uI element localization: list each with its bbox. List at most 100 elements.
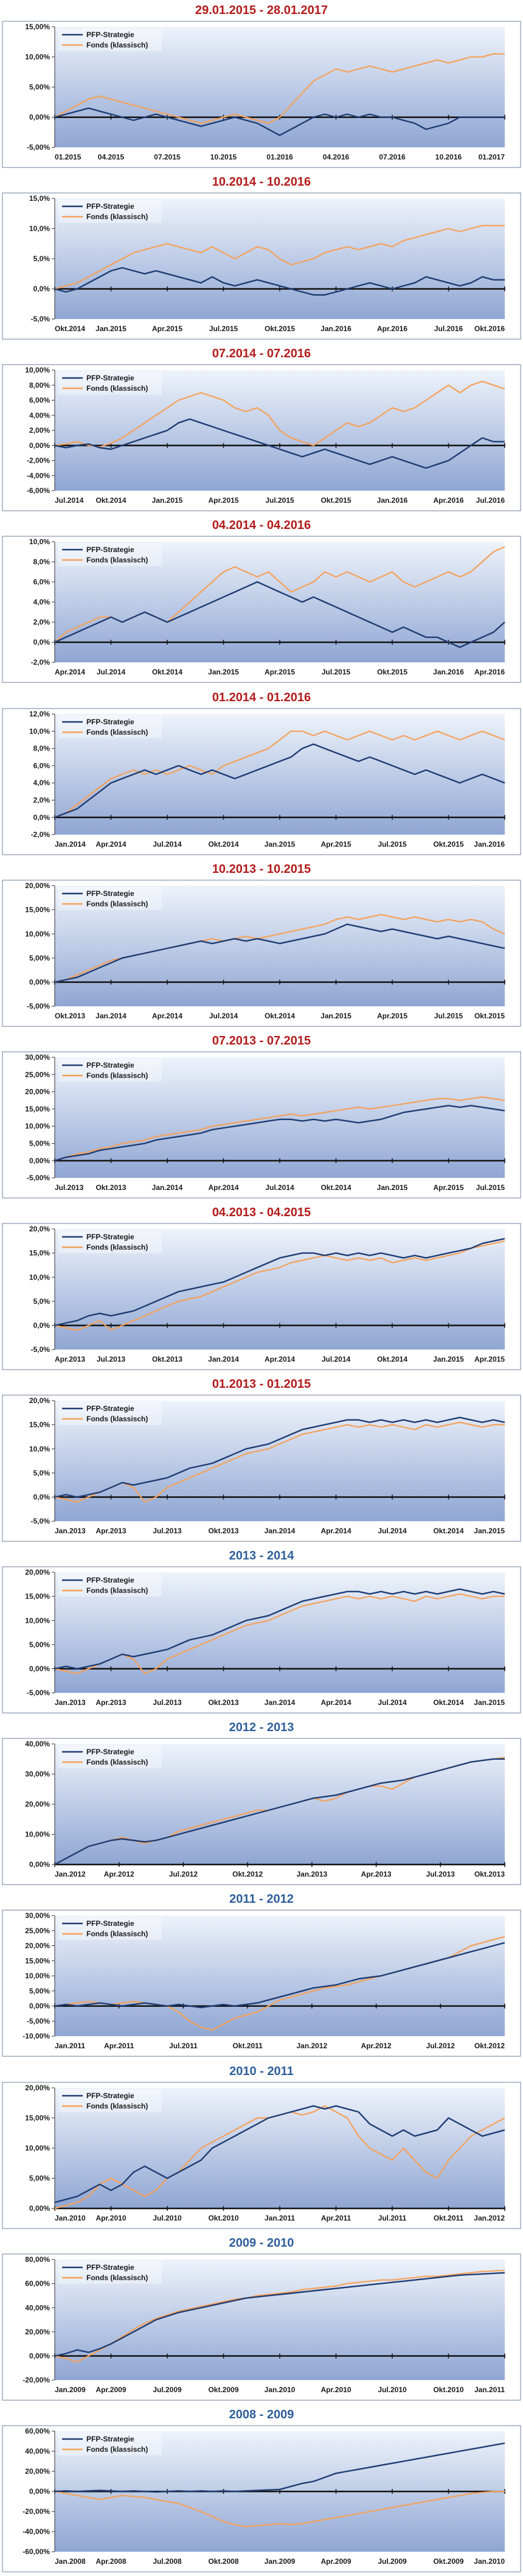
- chart-block: 07.2013 - 07.2015 30,00% 25,00% 20,00% 15,00…: [0, 1031, 523, 1202]
- legend-box: [58, 371, 162, 395]
- y-tick-label: 10,00%: [25, 53, 50, 61]
- x-tick-label: Jul.2015: [476, 1183, 505, 1192]
- x-tick-label: Okt.2011: [434, 2214, 464, 2222]
- y-tick-label: 20,00%: [25, 881, 50, 890]
- x-tick-label: Apr.2010: [95, 2214, 126, 2222]
- y-tick-label: 2,0%: [33, 796, 50, 804]
- x-tick-label: Jul.2014: [97, 668, 126, 677]
- x-tick-label: Jul.2014: [55, 496, 84, 505]
- x-tick-label: Okt.2015: [474, 1012, 505, 1020]
- line-chart: 15,00% 10,00% 5,00% 0,00% -5,00% 01.2015 04.20…: [2, 21, 521, 168]
- plot-area: [55, 1057, 505, 1178]
- y-tick-label: 10,0%: [29, 537, 50, 546]
- series-line-pfp-strategie: [54, 581, 505, 648]
- series-line-pfp-strategie: [54, 107, 505, 136]
- y-tick-label: 8,0%: [33, 558, 50, 566]
- chart-title: 2010 - 2011: [229, 2064, 294, 2078]
- x-tick-label: Jul.2011: [378, 2214, 407, 2222]
- y-tick-label: 30,00%: [25, 1053, 50, 1062]
- x-tick-label: Apr.2011: [321, 2214, 352, 2222]
- y-tick-label: -4,00%: [27, 472, 50, 480]
- x-tick-label: 07.2016: [379, 153, 406, 161]
- y-tick-label: 10,00%: [25, 1616, 50, 1625]
- line-chart: 30,00% 25,00% 20,00% 15,00% 10,00% 5,00% 0,00%…: [2, 1051, 521, 1199]
- chart-block: 29.01.2015 - 28.01.2017 15,00% 10,00% 5,00%…: [0, 0, 523, 172]
- chart-title: 07.2014 - 07.2016: [212, 347, 311, 361]
- y-tick-label: -2,00%: [27, 457, 50, 465]
- y-tick-label: 0,0%: [33, 813, 50, 821]
- series-line-fonds-klassisch: [54, 225, 505, 290]
- y-tick-label: 0,00%: [29, 2487, 50, 2496]
- plot-area: [55, 27, 505, 148]
- series-line-pfp-strategie: [54, 2442, 505, 2493]
- y-tick-label: 6,00%: [29, 396, 50, 405]
- chart-title: 2012 - 2013: [229, 1721, 294, 1735]
- x-tick-label: Okt.2008: [208, 2557, 238, 2566]
- x-tick-label: Apr.2014: [265, 1355, 295, 1363]
- y-tick-label: -5,0%: [31, 315, 50, 323]
- legend-label: PFP-Strategie: [86, 30, 134, 39]
- y-tick-label: 10,00%: [25, 929, 50, 938]
- series-line-pfp-strategie: [54, 1237, 505, 1326]
- y-tick-label: -5,0%: [31, 1345, 50, 1354]
- legend-label: Fonds (klassisch): [86, 1071, 148, 1080]
- y-tick-label: 10,0%: [29, 225, 50, 233]
- y-tick-label: 40,00%: [25, 1740, 50, 1748]
- x-tick-label: Okt.2014: [433, 1698, 463, 1707]
- chart-block: 2009 - 2010 80,00% 60,00% 40,00% 20,00% 0,00%…: [0, 2233, 523, 2404]
- legend-label: Fonds (klassisch): [86, 556, 148, 564]
- y-tick-label: 2,00%: [29, 426, 50, 435]
- x-tick-label: Okt.2010: [208, 2214, 238, 2222]
- y-tick-label: 4,00%: [29, 411, 50, 420]
- x-tick-label: Jan.2010: [474, 2557, 505, 2566]
- y-tick-label: 0,00%: [29, 1157, 50, 1165]
- legend-box: [58, 2260, 162, 2284]
- chart-block: 04.2014 - 04.2016 10,0% 8,0% 6,0% 4,0% 2,0% 0,…: [0, 515, 523, 687]
- line-chart: 12,0% 10,0% 8,0% 6,0% 4,0% 2,0% 0,0% -2,0% Jan.2…: [2, 708, 521, 855]
- x-tick-label: Apr.2008: [95, 2557, 126, 2566]
- x-tick-label: Okt.2013: [474, 1870, 505, 1878]
- x-tick-label: Okt.2009: [208, 2385, 238, 2394]
- x-tick-label: Jul.2009: [153, 2385, 182, 2394]
- y-tick-label: 8,0%: [33, 744, 50, 752]
- x-tick-label: Okt.2014: [208, 840, 238, 849]
- y-tick-label: 20,0%: [29, 1225, 50, 1233]
- x-tick-label: Jan.2009: [55, 2385, 86, 2394]
- legend-label: Fonds (klassisch): [86, 212, 148, 221]
- x-tick-label: Jan.2012: [296, 2042, 327, 2051]
- legend-label: Fonds (klassisch): [86, 2445, 148, 2454]
- series-line-pfp-strategie: [54, 1588, 505, 1670]
- x-tick-label: Apr.2013: [95, 1698, 126, 1707]
- x-tick-label: Apr.2010: [320, 2385, 351, 2394]
- y-tick-label: 20,00%: [25, 1568, 50, 1577]
- legend-label: PFP-Strategie: [86, 2263, 134, 2272]
- x-tick-label: Jan.2012: [474, 2214, 505, 2222]
- x-tick-label: Jan.2014: [265, 1527, 296, 1535]
- x-tick-label: Jan.2010: [55, 2214, 86, 2222]
- chart-title: 10.2013 - 10.2015: [212, 862, 311, 876]
- x-tick-label: Apr.2016: [377, 324, 407, 333]
- chart-title: 01.2014 - 01.2016: [212, 690, 311, 704]
- series-line-pfp-strategie: [54, 267, 505, 296]
- y-tick-label: 15,00%: [25, 1592, 50, 1601]
- legend-box: [58, 1917, 162, 1941]
- x-tick-label: Jan.2015: [265, 840, 296, 849]
- x-tick-label: Jul.2013: [55, 1183, 84, 1192]
- x-tick-label: Jul.2014: [265, 1183, 294, 1192]
- y-tick-label: -6,00%: [27, 486, 50, 495]
- x-tick-label: Okt.2013: [208, 1698, 238, 1707]
- y-tick-label: 5,0%: [33, 1469, 50, 1477]
- y-tick-label: -2,0%: [31, 830, 50, 839]
- y-tick-label: 10,0%: [29, 1444, 50, 1453]
- x-tick-label: Jan.2012: [55, 1870, 86, 1878]
- y-tick-label: 15,0%: [29, 194, 50, 203]
- series-line-fonds-klassisch: [54, 730, 505, 818]
- legend-label: Fonds (klassisch): [86, 900, 148, 908]
- x-tick-label: Apr.2013: [95, 1527, 126, 1535]
- y-tick-label: 80,00%: [25, 2255, 50, 2264]
- plot-area: [55, 1228, 505, 1350]
